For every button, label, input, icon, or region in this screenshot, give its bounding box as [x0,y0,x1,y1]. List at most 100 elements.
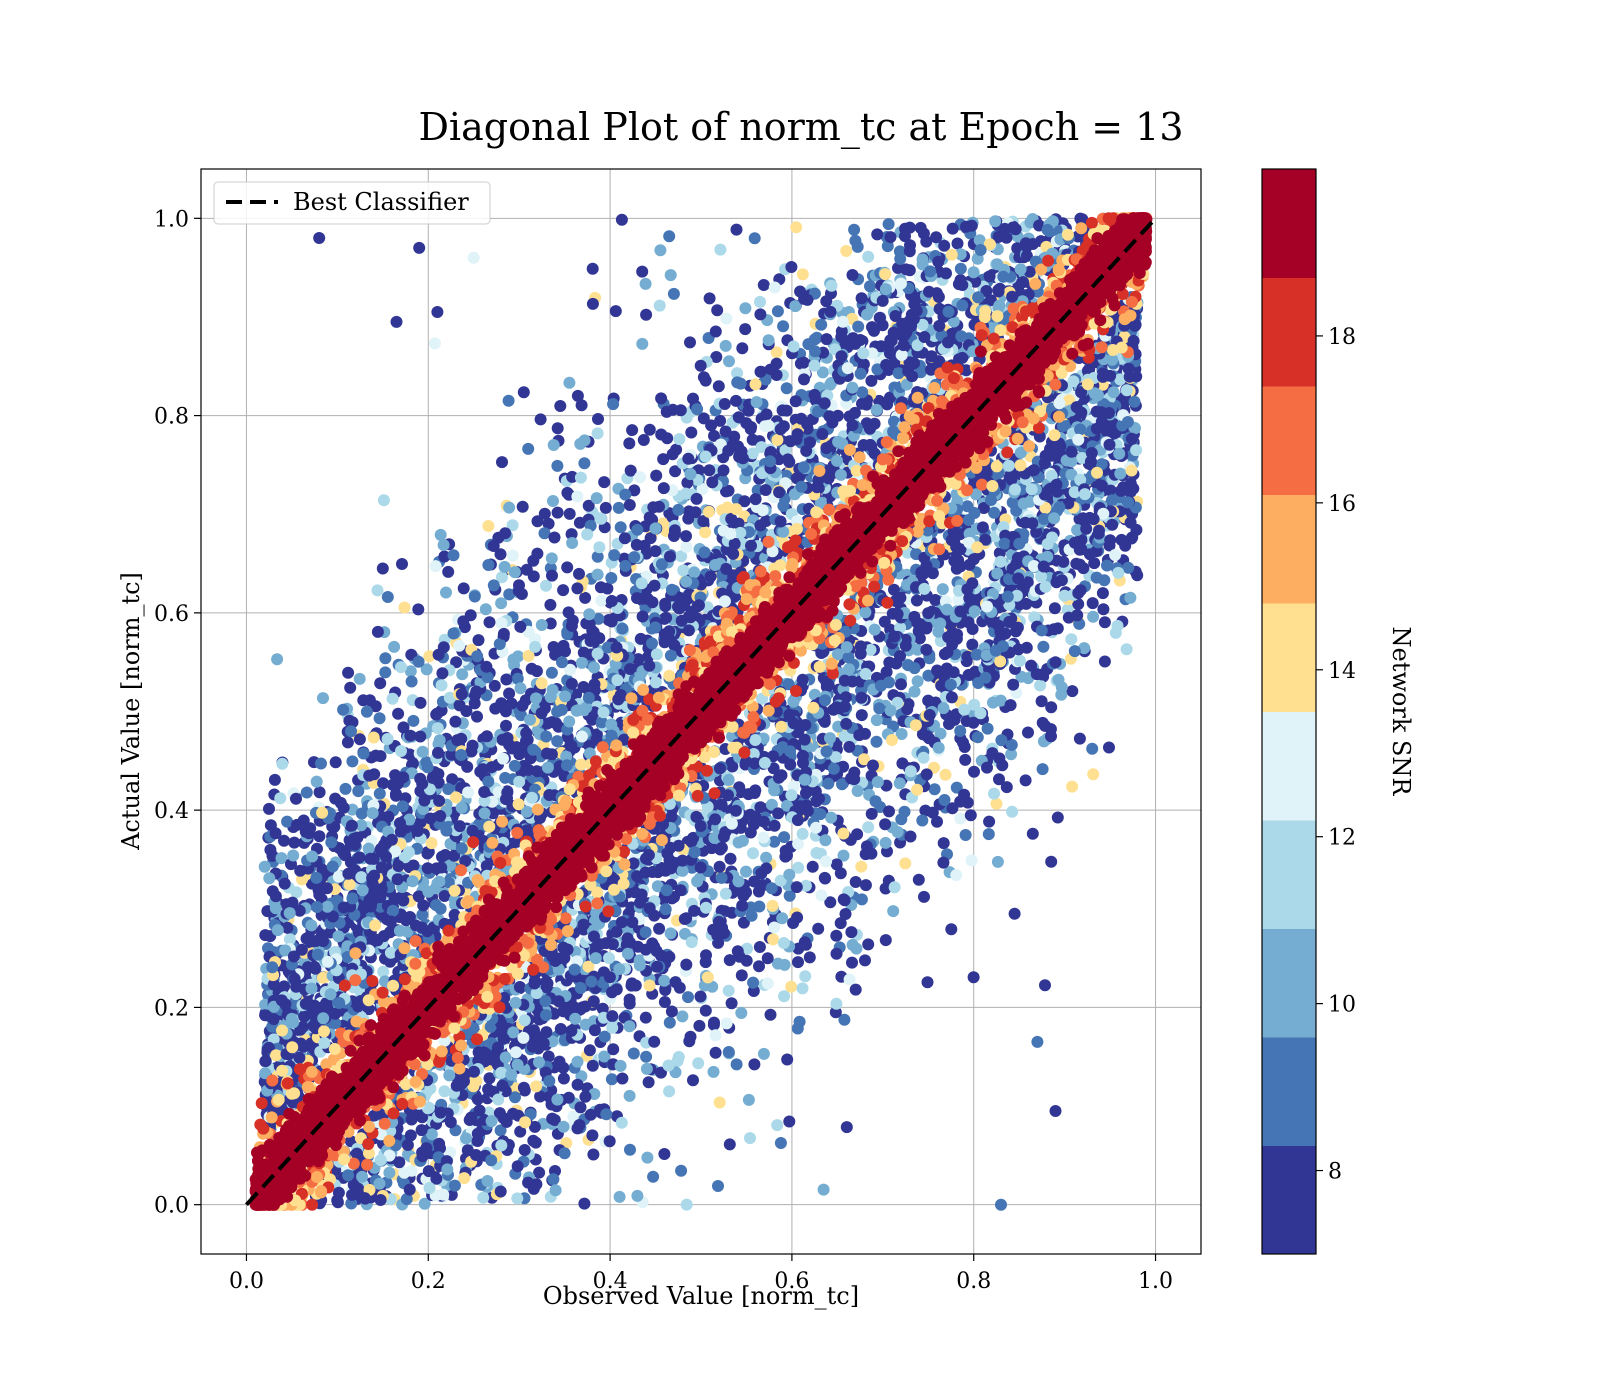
scatter-point [667,287,680,300]
scatter-points [249,212,1153,1211]
scatter-point [442,565,455,578]
scatter-point [546,1112,559,1125]
scatter-point [412,655,425,668]
scatter-point [633,959,646,972]
scatter-point [455,801,468,814]
scatter-point [495,617,508,630]
scatter-point [1119,539,1132,552]
scatter-point [579,591,592,604]
scatter-point [352,785,365,798]
scatter-point [495,1066,508,1079]
scatter-point [414,730,427,743]
scatter-point [725,997,738,1010]
scatter-point [607,398,620,411]
scatter-point [1048,602,1061,615]
scatter-point [911,783,924,796]
scatter-point [708,1016,720,1029]
scatter-point [993,547,1006,559]
scatter-point [703,464,716,477]
scatter-point [276,757,289,770]
scatter-point [730,1058,743,1071]
scatter-point [912,873,925,886]
scatter-point [950,781,963,794]
scatter-point [615,213,628,226]
scatter-point [437,539,450,551]
scatter-point [500,719,512,732]
scatter-point [768,921,781,934]
scatter-point [840,245,853,257]
scatter-point [457,615,470,628]
scatter-point [920,235,933,248]
scatter-point [414,696,427,709]
scatter-point [851,240,864,253]
scatter-point [708,429,720,442]
scatter-point [862,938,875,951]
scatter-point [373,712,386,725]
scatter-point [412,603,425,616]
scatter-point [754,308,767,321]
scatter-point [422,885,435,898]
scatter-point [843,663,855,676]
scatter-point [1057,555,1070,568]
scatter-point [436,667,449,680]
scatter-point [263,802,275,815]
scatter-point [862,250,875,263]
scatter-point [719,339,732,352]
scatter-point [614,521,627,534]
scatter-point [732,875,745,888]
scatter-point [819,694,831,707]
scatter-point [767,933,780,946]
scatter-point [712,380,725,393]
scatter-point [865,807,878,820]
scatter-point [792,956,804,969]
scatter-point [458,1172,471,1185]
scatter-point [329,756,342,769]
scatter-point [310,775,323,788]
scatter-point [648,579,661,592]
scatter-point [883,805,895,818]
scatter-point [663,1016,676,1029]
scatter-point [456,668,469,681]
scatter-point [712,1180,724,1192]
scatter-point [772,771,785,784]
scatter-point [680,1198,693,1211]
scatter-point [1086,742,1099,755]
scatter-point [641,1151,654,1164]
scatter-point [891,826,904,838]
scatter-point [566,537,579,549]
scatter-point [377,494,390,507]
scatter-point [873,702,886,715]
scatter-point [555,703,568,716]
scatter-point [714,243,727,256]
scatter-point [547,495,559,507]
scatter-point [878,615,891,628]
scatter-point [668,639,681,652]
scatter-point [785,789,798,802]
scatter-point [837,893,850,906]
scatter-point [598,476,611,489]
scatter-point [373,1177,386,1190]
scatter-point [723,1138,736,1151]
scatter-point [606,938,619,951]
scatter-point [854,367,867,380]
scatter-point [586,262,599,275]
scatter-point [653,500,665,513]
scatter-point [888,881,901,894]
scatter-point [552,995,565,1008]
scatter-point [780,382,793,395]
scatter-point [967,971,980,984]
scatter-point [789,395,802,408]
scatter-point [637,434,650,446]
scatter-point [508,759,521,772]
scatter-point [709,1029,722,1042]
scatter-point [799,719,812,731]
scatter-point [709,325,722,338]
scatter-point [665,583,678,596]
scatter-point [744,1132,756,1145]
scatter-point [1004,699,1017,712]
scatter-point [1087,768,1100,781]
scatter-point [587,1148,600,1161]
scatter-point [959,829,972,841]
scatter-point [776,912,789,925]
